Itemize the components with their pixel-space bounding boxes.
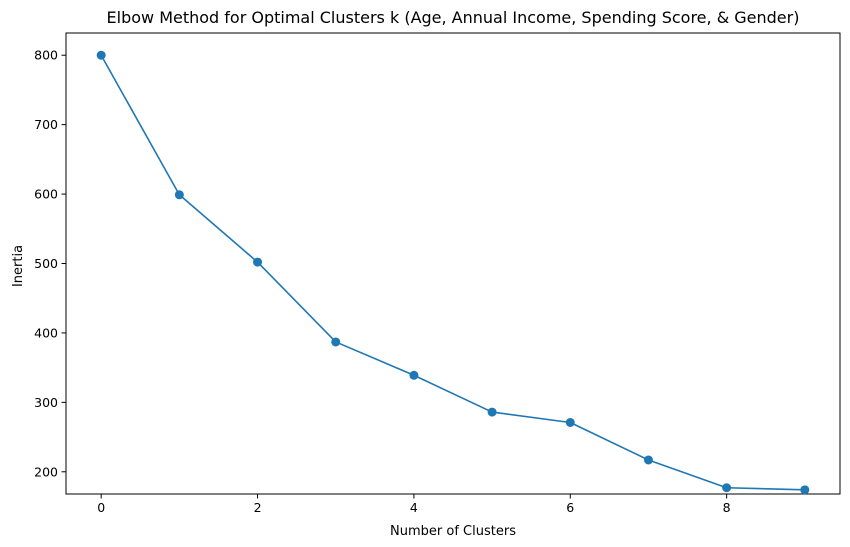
data-point — [800, 485, 810, 495]
x-axis-label: Number of Clusters — [390, 524, 516, 539]
x-tick-label: 8 — [723, 500, 731, 515]
y-tick-label: 200 — [34, 464, 58, 479]
x-tick-label: 6 — [566, 500, 574, 515]
data-point — [409, 370, 419, 380]
data-point — [643, 455, 653, 465]
y-tick-label: 500 — [34, 256, 58, 271]
series-line — [100, 54, 805, 491]
data-point — [174, 190, 184, 200]
x-tick-label: 4 — [410, 500, 418, 515]
data-point — [331, 337, 341, 347]
x-tick-label: 2 — [254, 500, 262, 515]
y-tick-label: 700 — [34, 117, 58, 132]
data-point — [722, 483, 732, 493]
data-point — [487, 407, 497, 417]
y-tick-label: 300 — [34, 395, 58, 410]
y-tick-label: 800 — [34, 48, 58, 63]
x-tick-label: 0 — [97, 500, 105, 515]
data-point — [96, 50, 106, 60]
plot-area: 0 2 4 6 8 200 300 400 500 600 700 800 — [34, 32, 841, 515]
y-tick-label: 600 — [34, 187, 58, 202]
y-axis-label: Inertia — [11, 245, 26, 287]
data-point — [253, 257, 263, 267]
data-point — [565, 417, 575, 427]
chart-title: Elbow Method for Optimal Clusters k (Age… — [107, 8, 800, 27]
y-tick-label: 400 — [34, 325, 58, 340]
